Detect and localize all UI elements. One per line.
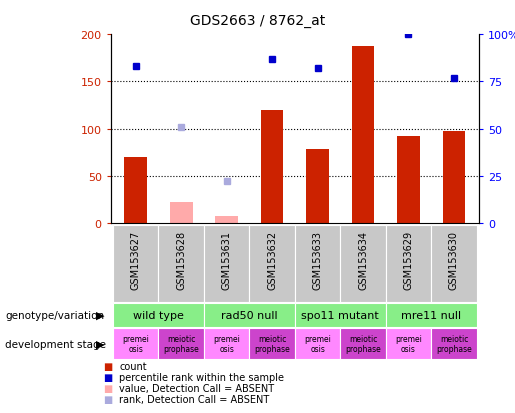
Text: premei
osis: premei osis	[213, 334, 240, 354]
Text: ■: ■	[103, 361, 112, 371]
Text: rank, Detection Call = ABSENT: rank, Detection Call = ABSENT	[119, 394, 270, 404]
Bar	[249, 225, 295, 302]
Bar	[295, 225, 340, 302]
Bar	[170, 203, 193, 223]
Bar	[204, 225, 249, 302]
Text: wild type: wild type	[133, 310, 184, 320]
Text: GSM153634: GSM153634	[358, 230, 368, 290]
Bar	[113, 328, 159, 359]
Text: ▶: ▶	[96, 339, 105, 349]
Bar	[306, 150, 329, 223]
Text: GDS2663 / 8762_at: GDS2663 / 8762_at	[190, 14, 325, 28]
Text: GSM153631: GSM153631	[221, 230, 232, 290]
Text: premei
osis: premei osis	[122, 334, 149, 354]
Text: GSM153630: GSM153630	[449, 230, 459, 290]
Text: premei
osis: premei osis	[304, 334, 331, 354]
Bar	[397, 137, 420, 223]
Text: spo11 mutant: spo11 mutant	[301, 310, 379, 320]
Text: meiotic
prophase: meiotic prophase	[345, 334, 381, 354]
Text: meiotic
prophase: meiotic prophase	[436, 334, 472, 354]
Bar	[113, 225, 159, 302]
Bar	[249, 328, 295, 359]
Bar	[295, 303, 386, 327]
Bar	[261, 110, 283, 223]
Bar	[442, 132, 466, 223]
Bar	[386, 225, 431, 302]
Bar	[159, 225, 204, 302]
Bar	[295, 328, 340, 359]
Text: ■: ■	[103, 372, 112, 382]
Text: GSM153627: GSM153627	[131, 230, 141, 290]
Text: count: count	[119, 361, 147, 371]
Bar	[113, 303, 204, 327]
Text: GSM153632: GSM153632	[267, 230, 277, 290]
Text: GSM153628: GSM153628	[176, 230, 186, 290]
Text: development stage: development stage	[5, 339, 106, 349]
Text: genotype/variation: genotype/variation	[5, 310, 104, 320]
Bar	[431, 328, 477, 359]
Bar	[340, 328, 386, 359]
Text: GSM153629: GSM153629	[403, 230, 414, 290]
Text: meiotic
prophase: meiotic prophase	[163, 334, 199, 354]
Text: ■: ■	[103, 394, 112, 404]
Text: ■: ■	[103, 383, 112, 393]
Bar	[386, 303, 477, 327]
Bar	[159, 328, 204, 359]
Bar	[431, 225, 477, 302]
Text: GSM153633: GSM153633	[313, 230, 322, 290]
Bar	[340, 225, 386, 302]
Bar	[215, 217, 238, 223]
Bar	[204, 328, 249, 359]
Text: percentile rank within the sample: percentile rank within the sample	[119, 372, 284, 382]
Bar	[386, 328, 431, 359]
Bar	[124, 157, 147, 223]
Text: ▶: ▶	[96, 310, 105, 320]
Text: rad50 null: rad50 null	[221, 310, 278, 320]
Bar	[352, 47, 374, 223]
Bar	[204, 303, 295, 327]
Text: meiotic
prophase: meiotic prophase	[254, 334, 290, 354]
Text: mre11 null: mre11 null	[401, 310, 461, 320]
Text: value, Detection Call = ABSENT: value, Detection Call = ABSENT	[119, 383, 274, 393]
Text: premei
osis: premei osis	[395, 334, 422, 354]
